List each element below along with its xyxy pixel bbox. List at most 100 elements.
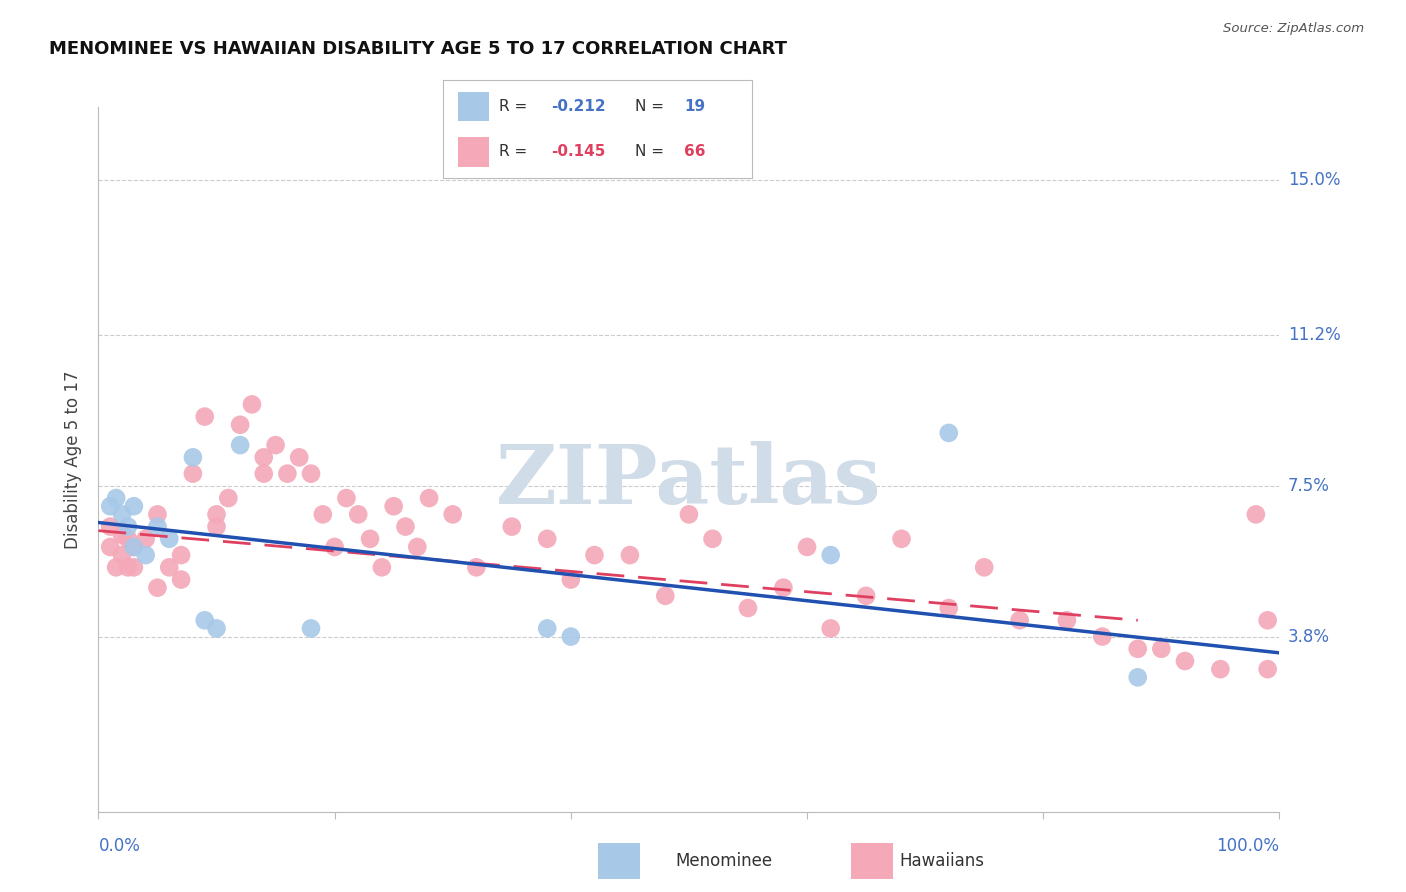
Point bbox=[702, 532, 724, 546]
Text: R =: R = bbox=[499, 145, 531, 160]
Point bbox=[111, 508, 134, 522]
Point bbox=[240, 397, 263, 411]
Point bbox=[560, 573, 582, 587]
FancyBboxPatch shape bbox=[458, 92, 489, 121]
Point bbox=[135, 548, 157, 562]
Point bbox=[117, 560, 139, 574]
Point bbox=[288, 450, 311, 465]
FancyBboxPatch shape bbox=[458, 137, 489, 167]
Point bbox=[253, 450, 276, 465]
Point bbox=[855, 589, 877, 603]
Point bbox=[973, 560, 995, 574]
Point bbox=[654, 589, 676, 603]
Text: -0.145: -0.145 bbox=[551, 145, 606, 160]
Point bbox=[117, 519, 139, 533]
Point bbox=[229, 438, 252, 452]
Point bbox=[299, 467, 322, 481]
Text: Source: ZipAtlas.com: Source: ZipAtlas.com bbox=[1223, 22, 1364, 36]
Text: -0.212: -0.212 bbox=[551, 99, 606, 114]
Point bbox=[1008, 613, 1031, 627]
Point bbox=[619, 548, 641, 562]
Point bbox=[98, 519, 121, 533]
Point bbox=[678, 508, 700, 522]
Point bbox=[253, 467, 276, 481]
Point bbox=[312, 508, 335, 522]
Point bbox=[1174, 654, 1197, 668]
Point bbox=[157, 560, 180, 574]
Text: 0.0%: 0.0% bbox=[98, 837, 141, 855]
Point bbox=[406, 540, 429, 554]
Point bbox=[441, 508, 464, 522]
Point bbox=[938, 425, 960, 440]
Point bbox=[135, 532, 157, 546]
Text: R =: R = bbox=[499, 99, 531, 114]
Point bbox=[1126, 670, 1149, 684]
Point bbox=[111, 527, 134, 541]
Text: Hawaiians: Hawaiians bbox=[900, 852, 984, 870]
Text: N =: N = bbox=[634, 99, 668, 114]
Point bbox=[347, 508, 370, 522]
Point bbox=[536, 532, 558, 546]
Point bbox=[122, 540, 145, 554]
Text: 19: 19 bbox=[685, 99, 706, 114]
Point bbox=[394, 519, 416, 533]
Point bbox=[217, 491, 239, 505]
Point bbox=[170, 573, 193, 587]
Point bbox=[146, 581, 169, 595]
Point bbox=[157, 532, 180, 546]
Point bbox=[1056, 613, 1078, 627]
Text: 15.0%: 15.0% bbox=[1288, 171, 1340, 189]
Text: 7.5%: 7.5% bbox=[1288, 477, 1330, 495]
Point bbox=[105, 491, 128, 505]
Point bbox=[323, 540, 346, 554]
Point bbox=[122, 560, 145, 574]
Point bbox=[122, 540, 145, 554]
Point bbox=[1126, 641, 1149, 656]
Point bbox=[501, 519, 523, 533]
Point bbox=[1257, 662, 1279, 676]
Point bbox=[194, 409, 217, 424]
Point bbox=[181, 450, 204, 465]
Text: 11.2%: 11.2% bbox=[1288, 326, 1340, 344]
Point bbox=[205, 519, 228, 533]
Point bbox=[146, 508, 169, 522]
Point bbox=[181, 467, 204, 481]
Point bbox=[117, 532, 139, 546]
Point bbox=[98, 540, 121, 554]
Text: ZIPatlas: ZIPatlas bbox=[496, 441, 882, 521]
Point bbox=[194, 613, 217, 627]
Point bbox=[276, 467, 298, 481]
Point bbox=[111, 548, 134, 562]
Point bbox=[146, 519, 169, 533]
Text: 100.0%: 100.0% bbox=[1216, 837, 1279, 855]
Point bbox=[820, 622, 842, 636]
Point bbox=[105, 560, 128, 574]
Y-axis label: Disability Age 5 to 17: Disability Age 5 to 17 bbox=[65, 370, 83, 549]
Text: 66: 66 bbox=[685, 145, 706, 160]
Point bbox=[583, 548, 606, 562]
Point bbox=[820, 548, 842, 562]
Point bbox=[418, 491, 440, 505]
Point bbox=[560, 630, 582, 644]
Point bbox=[98, 500, 121, 514]
Text: N =: N = bbox=[634, 145, 668, 160]
Text: Menominee: Menominee bbox=[675, 852, 772, 870]
Point bbox=[264, 438, 287, 452]
Point bbox=[359, 532, 381, 546]
Text: MENOMINEE VS HAWAIIAN DISABILITY AGE 5 TO 17 CORRELATION CHART: MENOMINEE VS HAWAIIAN DISABILITY AGE 5 T… bbox=[49, 40, 787, 58]
Point bbox=[371, 560, 394, 574]
Point bbox=[938, 601, 960, 615]
Point bbox=[536, 622, 558, 636]
Point bbox=[335, 491, 357, 505]
Point bbox=[205, 622, 228, 636]
Point bbox=[1244, 508, 1267, 522]
Point bbox=[122, 500, 145, 514]
Text: 3.8%: 3.8% bbox=[1288, 628, 1330, 646]
Point bbox=[465, 560, 488, 574]
Point bbox=[796, 540, 818, 554]
Point bbox=[737, 601, 759, 615]
Point bbox=[1091, 630, 1114, 644]
Point bbox=[382, 500, 405, 514]
Point bbox=[170, 548, 193, 562]
Point bbox=[890, 532, 912, 546]
